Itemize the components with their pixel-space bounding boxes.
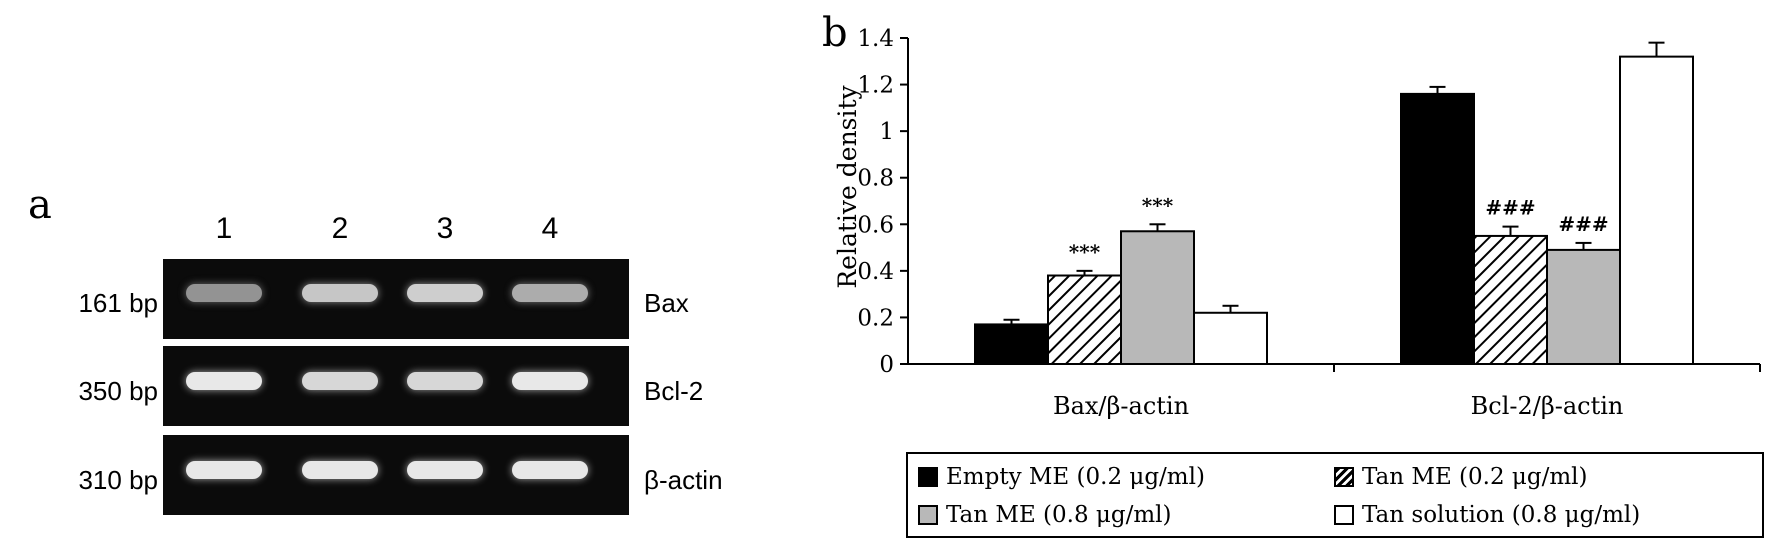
band-size-label: 161 bp	[78, 288, 158, 318]
lane-label: 4	[541, 212, 559, 245]
significance-label: ***	[1069, 240, 1101, 264]
y-tick-label: 1.2	[857, 73, 894, 99]
significance-label: ###	[1485, 196, 1535, 220]
legend-label: Tan ME (0.8 μg/ml)	[946, 502, 1172, 528]
legend-swatch-gray	[918, 505, 938, 525]
panel-b-label: b	[822, 10, 848, 56]
gel-band	[512, 461, 588, 479]
legend-swatch-hatched	[1334, 467, 1354, 487]
panel-a-label: a	[28, 182, 52, 228]
gel-band	[407, 461, 483, 479]
legend-swatch-white	[1334, 505, 1354, 525]
gel-band	[302, 461, 378, 479]
bar	[1546, 248, 1621, 365]
y-tick-label: 1	[879, 119, 894, 145]
bar	[1193, 311, 1268, 365]
y-tick-label: 0.8	[857, 166, 894, 192]
legend-item: Empty ME (0.2 μg/ml)	[918, 464, 1205, 490]
y-tick-label: 1.4	[857, 26, 894, 52]
legend-label: Tan solution (0.8 μg/ml)	[1362, 502, 1641, 528]
y-axis-label: Relative density	[833, 84, 862, 288]
lane-label: 1	[215, 212, 233, 245]
bar	[1400, 92, 1475, 365]
y-tick-label: 0	[879, 352, 894, 378]
gel-band	[186, 284, 262, 302]
bar	[1619, 55, 1694, 365]
bar	[1473, 234, 1548, 365]
y-tick-label: 0.4	[857, 259, 894, 285]
bar-chart: Relative density 0 0.2 0.4 0.6 0.8 1 1.2 1.4 ***…	[833, 26, 1761, 420]
significance-label: ***	[1142, 193, 1174, 217]
gene-label: β-actin	[644, 465, 723, 495]
band-size-label: 350 bp	[78, 376, 158, 406]
x-category-label: Bax/β-actin	[1053, 392, 1189, 420]
lane-label: 3	[436, 212, 454, 245]
gel-band	[512, 372, 588, 390]
gel-band	[186, 461, 262, 479]
legend-item: Tan solution (0.8 μg/ml)	[1334, 502, 1640, 528]
significance-label: ###	[1558, 212, 1608, 236]
gel-band	[407, 372, 483, 390]
gel-band	[407, 284, 483, 302]
y-tick-label: 0.6	[857, 212, 894, 238]
legend-swatch-black	[918, 467, 938, 487]
gel-band	[186, 372, 262, 390]
bar	[1120, 230, 1195, 365]
legend-item: Tan ME (0.2 μg/ml)	[1334, 464, 1587, 490]
band-size-label: 310 bp	[78, 465, 158, 495]
y-tick-label: 0.2	[857, 305, 894, 331]
bar	[974, 323, 1049, 365]
legend-label: Tan ME (0.2 μg/ml)	[1362, 464, 1588, 490]
gel-band	[512, 284, 588, 302]
gene-label: Bax	[644, 288, 689, 318]
lane-label: 2	[331, 212, 349, 245]
chart-legend: Empty ME (0.2 μg/ml) Tan ME (0.2 μg/ml) …	[906, 452, 1764, 538]
x-category-label: Bcl-2/β-actin	[1471, 392, 1624, 420]
gel-band	[302, 284, 378, 302]
legend-item: Tan ME (0.8 μg/ml)	[918, 502, 1171, 528]
gene-label: Bcl-2	[644, 376, 704, 406]
gel-band	[302, 372, 378, 390]
legend-label: Empty ME (0.2 μg/ml)	[946, 464, 1205, 490]
bar	[1047, 274, 1122, 365]
